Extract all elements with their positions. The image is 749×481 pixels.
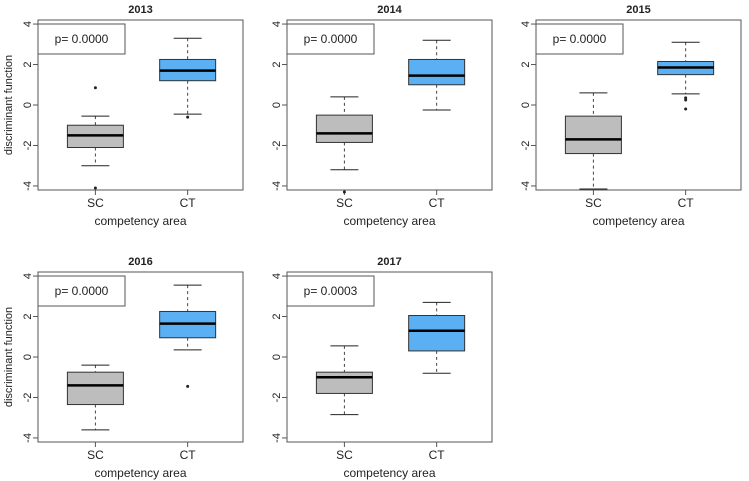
panel-title: 2015 xyxy=(626,4,650,16)
y-tick-label: -2 xyxy=(271,393,283,403)
p-value-label: p= 0.0000 xyxy=(55,284,109,298)
y-tick-label: 4 xyxy=(22,21,34,27)
p-value-label: p= 0.0000 xyxy=(553,32,607,46)
p-value-box xyxy=(286,23,375,55)
outlier-point xyxy=(186,384,190,388)
y-tick-label: 4 xyxy=(271,21,283,27)
p-value-box xyxy=(286,275,375,307)
box-ct xyxy=(657,41,715,111)
box-sc xyxy=(315,345,373,416)
box-body xyxy=(66,371,124,406)
p-value-box xyxy=(535,23,624,55)
y-tick-label: 2 xyxy=(271,61,283,67)
panel-4: 2017 -4 -2 0 2 4 SC CT competency area p= 0.0003 xyxy=(271,256,493,480)
x-tick-label: SC xyxy=(87,448,104,462)
outlier-point xyxy=(186,115,190,119)
box-sc xyxy=(66,364,124,431)
p-value-box xyxy=(37,23,126,55)
panel-0: 2013 -4 -2 0 2 4 discriminant function SC CT comp… xyxy=(3,4,244,228)
panel-title: 2014 xyxy=(377,4,402,16)
y-tick-label: -4 xyxy=(22,181,34,191)
p-value-label: p= 0.0003 xyxy=(304,284,358,298)
outlier-point xyxy=(93,186,97,190)
box-sc xyxy=(66,86,124,190)
p-value-box xyxy=(37,275,126,307)
box-ct xyxy=(159,284,217,388)
box-sc xyxy=(564,92,622,190)
panel-title: 2013 xyxy=(128,4,152,16)
y-tick-label: 0 xyxy=(22,354,34,360)
y-tick-label: 0 xyxy=(520,102,532,108)
p-value-label: p= 0.0000 xyxy=(304,32,358,46)
y-tick-label: 4 xyxy=(520,21,532,27)
x-axis-label: competency area xyxy=(343,214,435,228)
y-tick-label: -4 xyxy=(271,181,283,191)
x-tick-label: SC xyxy=(336,448,353,462)
x-axis-label: competency area xyxy=(592,214,684,228)
box-body xyxy=(408,58,466,86)
y-tick-label: 0 xyxy=(271,354,283,360)
y-tick-label: 4 xyxy=(271,273,283,279)
y-tick-label: -2 xyxy=(271,141,283,151)
outlier-point xyxy=(684,98,688,102)
y-tick-label: 4 xyxy=(22,273,34,279)
box-ct xyxy=(408,39,466,111)
panel-3: 2016 -4 -2 0 2 4 discriminant function SC CT comp… xyxy=(3,256,244,480)
x-axis-label: competency area xyxy=(94,214,186,228)
y-tick-label: 2 xyxy=(271,313,283,319)
x-tick-label: CT xyxy=(180,196,197,210)
y-tick-label: -2 xyxy=(22,141,34,151)
x-tick-label: SC xyxy=(87,196,104,210)
x-axis-label: competency area xyxy=(94,466,186,480)
box-ct xyxy=(159,37,217,119)
y-tick-label: 0 xyxy=(22,102,34,108)
panel-2: 2015 -4 -2 0 2 4 SC CT competency area p= 0.0000 xyxy=(520,4,742,228)
y-tick-label: -2 xyxy=(22,393,34,403)
box-body xyxy=(315,371,373,394)
box-body xyxy=(315,114,373,143)
outlier-point xyxy=(684,107,688,111)
panel-title: 2017 xyxy=(377,256,401,268)
x-tick-label: CT xyxy=(678,196,695,210)
box-ct xyxy=(408,301,466,374)
x-tick-label: CT xyxy=(429,448,446,462)
x-tick-label: SC xyxy=(336,196,353,210)
y-axis-label: discriminant function xyxy=(3,307,15,407)
y-tick-label: 0 xyxy=(271,102,283,108)
x-axis-label: competency area xyxy=(343,466,435,480)
box-body xyxy=(408,315,466,352)
x-tick-label: CT xyxy=(429,196,446,210)
y-tick-label: -4 xyxy=(22,433,34,443)
box-sc xyxy=(315,96,373,194)
y-axis-label: discriminant function xyxy=(3,55,15,155)
y-tick-label: -4 xyxy=(520,181,532,191)
p-value-label: p= 0.0000 xyxy=(55,32,109,46)
y-tick-label: 2 xyxy=(22,61,34,67)
y-tick-label: 2 xyxy=(22,313,34,319)
panel-title: 2016 xyxy=(128,256,152,268)
box-body xyxy=(564,115,622,155)
outlier-point xyxy=(342,190,346,194)
x-tick-label: CT xyxy=(180,448,197,462)
panel-1: 2014 -4 -2 0 2 4 SC CT competency area p= 0.0000 xyxy=(271,4,493,228)
outlier-point xyxy=(93,86,97,90)
y-tick-label: -4 xyxy=(271,433,283,443)
y-tick-label: 2 xyxy=(520,61,532,67)
x-tick-label: SC xyxy=(585,196,602,210)
y-tick-label: -2 xyxy=(520,141,532,151)
